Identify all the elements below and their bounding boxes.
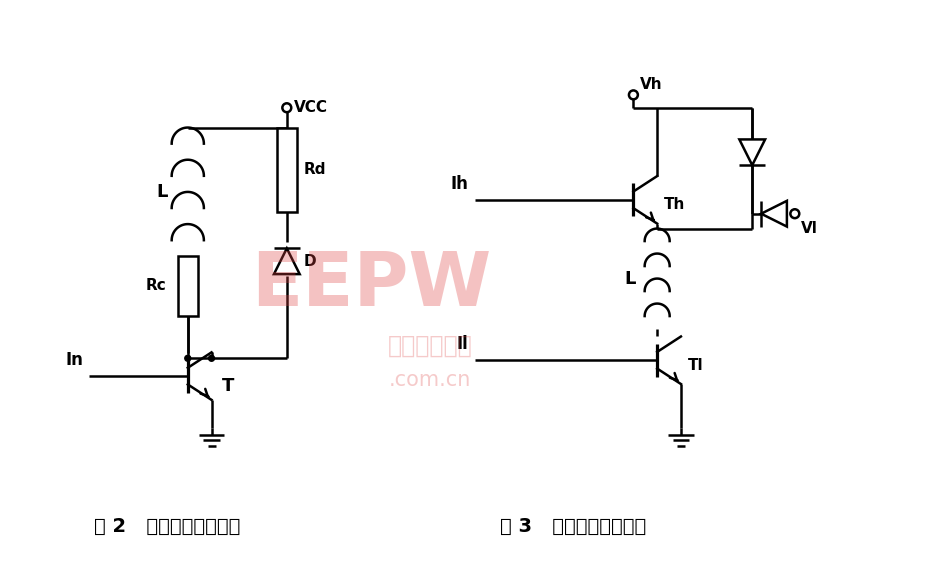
Text: In: In bbox=[66, 351, 84, 369]
Text: 电子产品世界: 电子产品世界 bbox=[388, 333, 472, 357]
Text: .com.cn: .com.cn bbox=[390, 370, 471, 390]
Bar bbox=[277, 127, 296, 212]
Text: Tl: Tl bbox=[688, 357, 704, 373]
Circle shape bbox=[209, 355, 215, 361]
Text: 图 3   高低压驱动原理图: 图 3 高低压驱动原理图 bbox=[500, 517, 646, 536]
Bar bbox=[178, 256, 198, 316]
Text: D: D bbox=[304, 254, 316, 269]
Text: Rc: Rc bbox=[145, 279, 166, 293]
Polygon shape bbox=[274, 248, 299, 274]
Text: Il: Il bbox=[456, 335, 468, 353]
Text: 图 2   单电压驱动原理图: 图 2 单电压驱动原理图 bbox=[94, 517, 240, 536]
Text: Ih: Ih bbox=[450, 175, 468, 193]
Text: T: T bbox=[221, 377, 233, 395]
Text: L: L bbox=[624, 270, 635, 288]
Text: VCC: VCC bbox=[294, 100, 327, 115]
Polygon shape bbox=[761, 201, 787, 227]
Text: Vl: Vl bbox=[801, 220, 818, 236]
Polygon shape bbox=[740, 139, 765, 165]
Text: Th: Th bbox=[664, 198, 685, 212]
Text: L: L bbox=[156, 183, 168, 201]
Text: Vh: Vh bbox=[640, 77, 663, 92]
Text: Rd: Rd bbox=[304, 162, 327, 177]
Circle shape bbox=[184, 355, 191, 361]
Text: EEPW: EEPW bbox=[251, 250, 491, 323]
